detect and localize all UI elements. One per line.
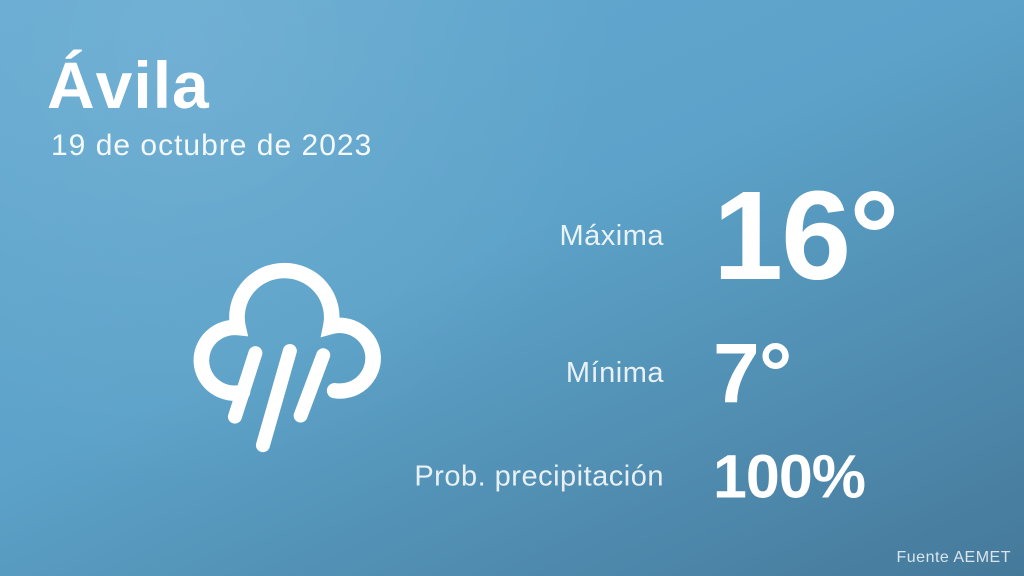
stat-label-minima: Mínima xyxy=(565,356,664,389)
stat-label-precipitation: Prob. precipitación xyxy=(414,460,664,493)
rain-streak xyxy=(255,344,297,453)
stat-row-minima: Mínima 7° xyxy=(380,326,792,420)
rain-streak xyxy=(293,348,331,423)
stat-value-minima: 7° xyxy=(713,326,792,420)
stat-label-maxima: Máxima xyxy=(559,219,664,252)
stat-value-maxima: 16° xyxy=(713,165,900,306)
date-label: 19 de octubre de 2023 xyxy=(51,129,373,162)
rain-cloud-icon xyxy=(193,262,381,453)
source-credit: Fuente AEMET xyxy=(896,549,1011,566)
rain-streak xyxy=(227,346,263,424)
city-title: Ávila xyxy=(47,48,210,122)
stat-value-precipitation: 100% xyxy=(713,442,866,511)
cloud-outline xyxy=(193,262,381,401)
stat-row-precipitation: Prob. precipitación 100% xyxy=(380,442,866,511)
stat-row-maxima: Máxima 16° xyxy=(380,165,900,306)
